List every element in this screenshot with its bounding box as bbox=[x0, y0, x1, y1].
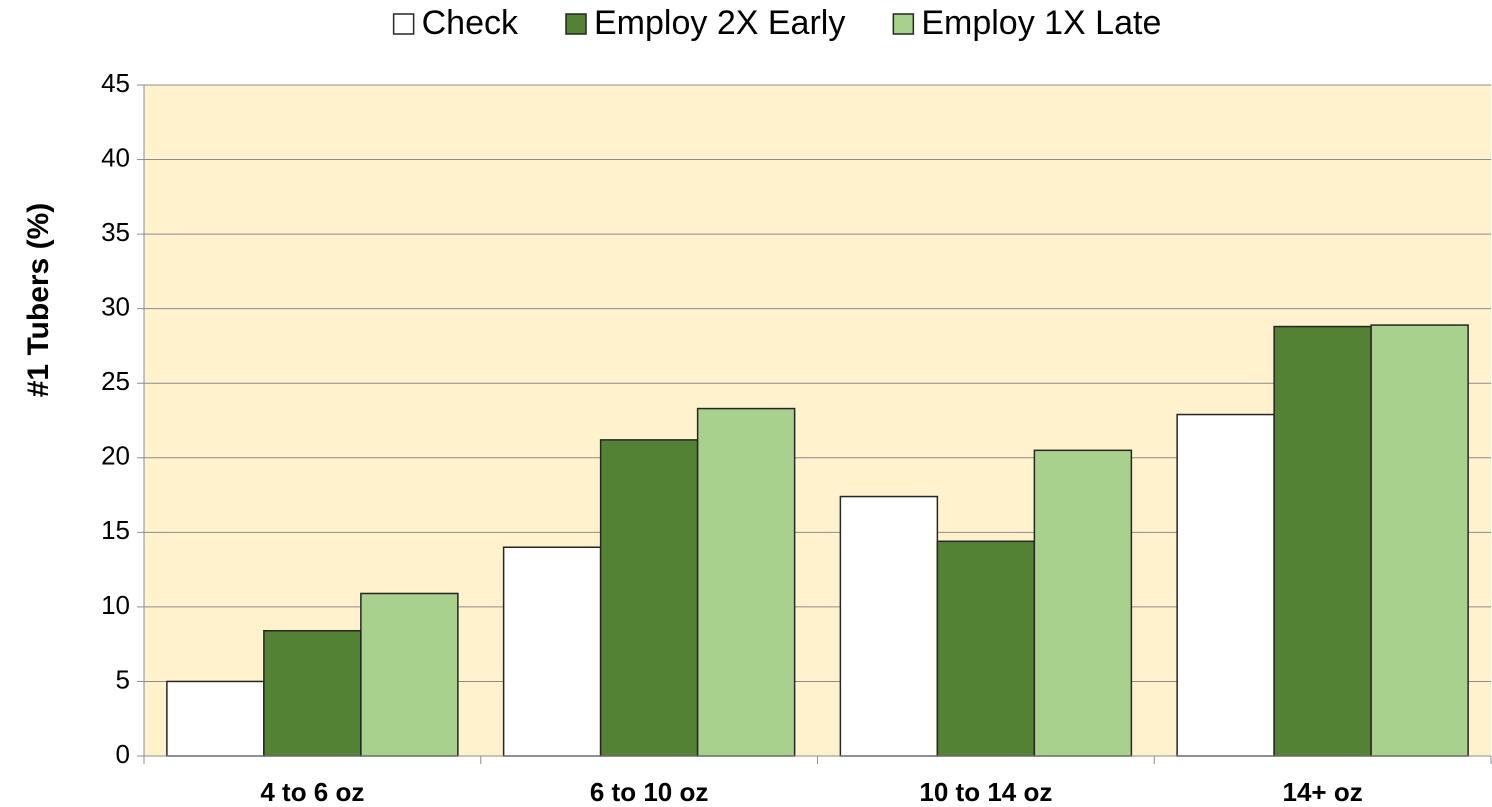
y-tick-label: 5 bbox=[116, 664, 130, 694]
y-tick-label: 30 bbox=[101, 292, 130, 322]
y-tick-label: 40 bbox=[101, 142, 130, 172]
legend-label: Check bbox=[422, 4, 519, 42]
legend-swatch bbox=[892, 13, 915, 35]
y-axis-label: #1 Tubers (%) bbox=[22, 203, 55, 398]
legend-swatch bbox=[392, 13, 415, 35]
y-tick-label: 45 bbox=[101, 68, 130, 98]
bar bbox=[502, 546, 602, 757]
legend: Check Employ 2X Early Employ 1X Late bbox=[392, 4, 1161, 42]
x-tick-label: 6 to 10 oz bbox=[590, 777, 708, 807]
bar bbox=[839, 495, 939, 757]
bar bbox=[936, 540, 1036, 757]
bar bbox=[263, 629, 362, 757]
bar bbox=[696, 407, 796, 757]
bar bbox=[599, 439, 699, 757]
legend-label: Employ 2X Early bbox=[594, 4, 845, 42]
y-tick-label: 0 bbox=[116, 739, 130, 769]
x-tick-label: 4 to 6 oz bbox=[260, 777, 364, 807]
y-tick-label: 25 bbox=[101, 366, 130, 396]
bar bbox=[166, 680, 265, 757]
y-tick-label: 15 bbox=[101, 515, 130, 545]
legend-label: Employ 1X Late bbox=[921, 4, 1161, 42]
y-tick-label: 20 bbox=[101, 441, 130, 471]
x-tick-label: 14+ oz bbox=[1283, 777, 1363, 807]
bar bbox=[1370, 324, 1469, 757]
bar bbox=[1176, 413, 1275, 757]
bar bbox=[360, 592, 459, 757]
legend-swatch bbox=[565, 13, 587, 35]
bar bbox=[1033, 449, 1133, 757]
bar bbox=[1273, 325, 1372, 757]
y-tick-label: 10 bbox=[101, 590, 130, 620]
x-tick-label: 10 to 14 oz bbox=[919, 777, 1052, 807]
y-tick-label: 35 bbox=[101, 217, 130, 247]
